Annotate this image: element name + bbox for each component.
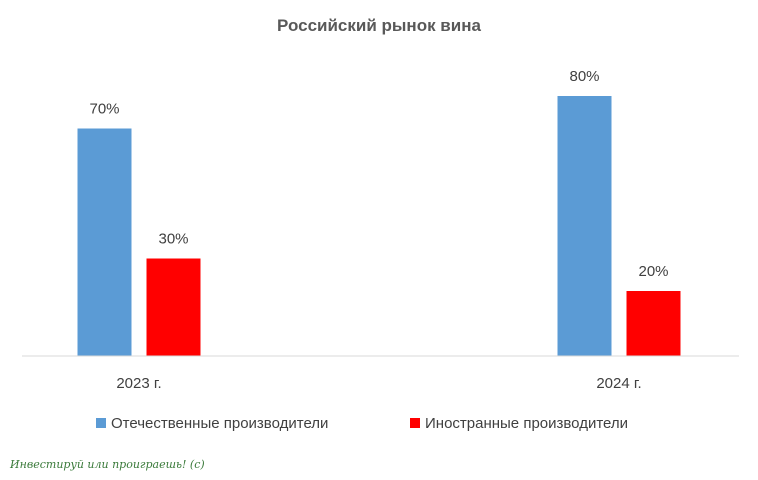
data-label: 20% (638, 263, 668, 280)
legend-label: Иностранные производители (425, 415, 628, 432)
data-label: 80% (569, 68, 599, 85)
x-tick-labels: 2023 г. 2024 г. (116, 375, 641, 392)
x-tick-label: 2024 г. (596, 375, 641, 392)
bar-foreign-0 (146, 258, 201, 356)
data-label: 30% (158, 231, 188, 248)
bar-domestic-1 (557, 96, 612, 356)
bar-domestic-0 (77, 128, 132, 356)
x-tick-label: 2023 г. (116, 375, 161, 392)
legend-swatch (410, 418, 420, 428)
legend-label: Отечественные производители (111, 415, 328, 432)
bars-layer: 70% 30% 80% 20% (77, 68, 681, 356)
legend-item: Отечественные производители (96, 415, 328, 432)
legend-item: Иностранные производители (410, 415, 628, 432)
legend-swatch (96, 418, 106, 428)
bar-foreign-1 (626, 291, 681, 356)
watermark: Инвестируй или проиграешь! (с) (9, 458, 205, 471)
legend: Отечественные производители Иностранные п… (96, 415, 628, 432)
chart-title: Российский рынок вина (277, 16, 481, 35)
data-label: 70% (89, 101, 119, 118)
